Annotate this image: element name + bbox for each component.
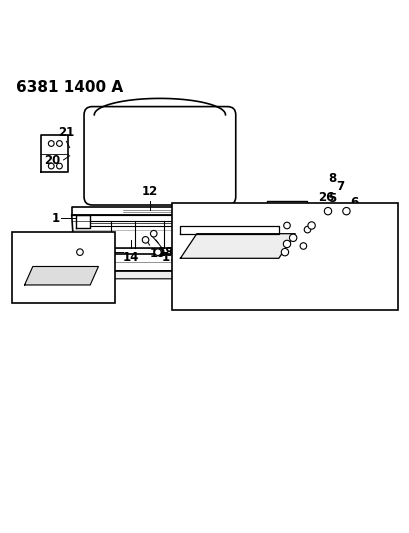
Polygon shape [72,207,213,215]
Circle shape [307,222,315,229]
Circle shape [76,249,83,255]
Bar [12,232,115,303]
Circle shape [342,207,349,215]
Circle shape [48,141,54,147]
FancyBboxPatch shape [84,107,235,205]
Circle shape [303,227,310,233]
Text: 11: 11 [78,250,94,263]
Text: 6381 1400 A: 6381 1400 A [16,80,123,95]
Polygon shape [25,266,98,285]
Circle shape [142,237,148,243]
Text: 17: 17 [162,251,178,264]
Text: 7: 7 [335,180,344,193]
Text: 13: 13 [272,296,288,309]
Circle shape [281,248,288,256]
Text: 3: 3 [77,246,85,259]
Circle shape [299,243,306,249]
Text: 1: 1 [51,212,59,224]
Text: 25: 25 [315,237,331,251]
Text: 24: 24 [309,225,325,238]
Circle shape [56,163,62,169]
Text: 10: 10 [252,293,268,306]
Circle shape [48,163,54,169]
Text: 18: 18 [157,246,174,259]
Bar [172,203,397,310]
Text: 9: 9 [266,289,274,302]
Text: 22: 22 [261,246,277,259]
Text: 1: 1 [223,212,231,224]
Text: 23: 23 [242,246,258,259]
Polygon shape [180,225,278,233]
Text: 21: 21 [58,126,74,139]
Text: 19: 19 [149,247,166,260]
Text: 24: 24 [305,241,321,255]
Text: 15: 15 [33,263,49,276]
Circle shape [154,249,161,255]
Circle shape [150,230,157,237]
Text: 6: 6 [350,197,358,209]
Circle shape [324,207,331,215]
Text: 2: 2 [52,246,61,259]
Circle shape [289,234,296,241]
Text: 8: 8 [327,172,335,185]
Text: 5: 5 [327,192,335,205]
Polygon shape [72,215,215,248]
Circle shape [283,222,290,229]
Text: 20: 20 [44,154,61,167]
Circle shape [56,141,62,147]
Polygon shape [33,271,237,279]
Text: 16: 16 [264,293,280,306]
Polygon shape [33,254,229,271]
Text: 12: 12 [141,184,157,198]
Text: 4: 4 [103,246,112,259]
Polygon shape [180,233,294,259]
Text: 26: 26 [317,191,333,204]
Text: 14: 14 [123,251,139,264]
Circle shape [283,240,290,248]
